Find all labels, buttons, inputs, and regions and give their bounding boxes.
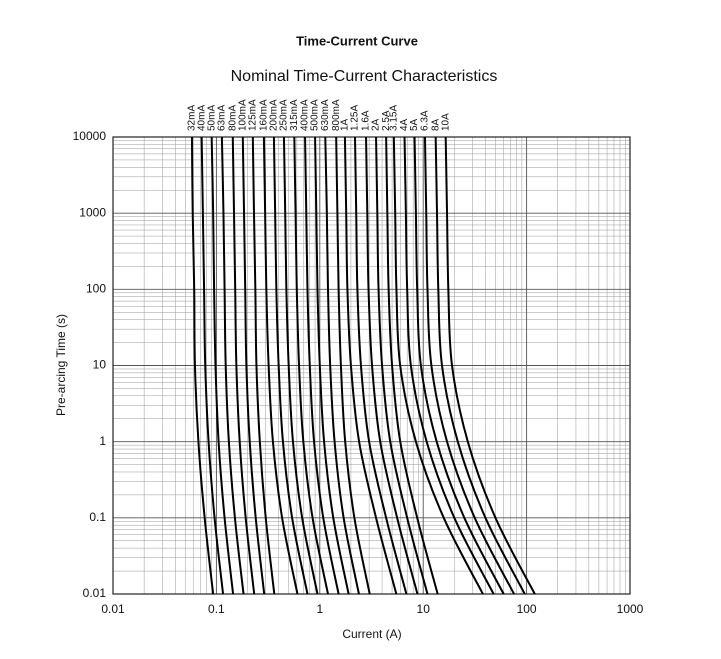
- x-tick-label: 0.1: [208, 602, 225, 616]
- series-label: 630mA: [320, 99, 331, 131]
- curve: [434, 136, 526, 595]
- series-label: 3.15A: [388, 105, 399, 131]
- series-label: 200mA: [269, 99, 280, 131]
- series-label: 160mA: [259, 99, 270, 131]
- series-label: 500mA: [310, 99, 321, 131]
- y-tick-label: 1000: [79, 205, 106, 219]
- x-tick-label: 100: [517, 602, 537, 616]
- y-tick-label: 100: [86, 282, 106, 296]
- curve: [365, 136, 419, 595]
- curve: [272, 136, 309, 595]
- curve: [354, 136, 408, 595]
- curve: [304, 136, 340, 595]
- series-label: 40mA: [196, 105, 207, 131]
- x-tick-label: 10: [417, 602, 431, 616]
- series-label: 6.3A: [420, 110, 431, 131]
- curve: [343, 136, 398, 595]
- curve: [444, 136, 536, 595]
- series-label: 4A: [399, 118, 410, 131]
- y-tick-label: 0.01: [83, 586, 107, 600]
- curve: [220, 136, 245, 595]
- curve: [190, 136, 215, 595]
- x-axis-label: Current (A): [342, 627, 401, 641]
- chart-title: Time-Current Curve: [296, 33, 418, 48]
- series-label: 2A: [371, 118, 382, 131]
- curve: [251, 136, 276, 595]
- series-label: 32mA: [187, 105, 198, 131]
- curve: [392, 136, 484, 595]
- x-tick-label: 0.01: [101, 602, 125, 616]
- curve: [200, 136, 225, 595]
- y-tick-label: 10: [93, 358, 107, 372]
- plot-frame: [112, 136, 631, 595]
- curve: [293, 136, 329, 595]
- series-label: 63mA: [217, 105, 228, 131]
- x-tick-label: 1: [316, 602, 323, 616]
- series-label: 80mA: [227, 105, 238, 131]
- curve: [403, 136, 495, 595]
- series-label: 1.6A: [361, 110, 372, 131]
- series-label: 315mA: [289, 99, 300, 131]
- series-label: 125mA: [247, 99, 258, 131]
- curve: [241, 136, 266, 595]
- series-label: 250mA: [279, 99, 290, 131]
- series-label: 1A: [340, 118, 351, 131]
- series-label: 50mA: [206, 105, 217, 131]
- curve: [324, 136, 360, 595]
- series-label: 800mA: [331, 99, 342, 131]
- series-label: 100mA: [237, 99, 248, 131]
- curve: [262, 136, 299, 595]
- curve: [375, 136, 429, 595]
- series-label: 10A: [440, 113, 451, 131]
- curve: [314, 136, 350, 595]
- y-tick-label: 10000: [73, 129, 107, 143]
- y-tick-label: 1: [99, 434, 106, 448]
- y-axis-label: Pre-arcing Time (s): [54, 314, 68, 416]
- curve: [231, 136, 256, 595]
- series-label: 5A: [409, 118, 420, 131]
- series-label: 8A: [430, 118, 441, 131]
- curve: [423, 136, 515, 595]
- chart-subtitle: Nominal Time-Current Characteristics: [231, 68, 498, 85]
- curve: [413, 136, 505, 595]
- series-label: 2.5A: [381, 110, 392, 131]
- curve: [335, 136, 371, 595]
- x-tick-label: 1000: [617, 602, 644, 616]
- curve: [210, 136, 235, 595]
- curve: [282, 136, 319, 595]
- series-label: 400mA: [300, 99, 311, 131]
- y-tick-label: 0.1: [89, 510, 106, 524]
- curve: [385, 136, 439, 595]
- series-label: 1.25A: [350, 105, 361, 131]
